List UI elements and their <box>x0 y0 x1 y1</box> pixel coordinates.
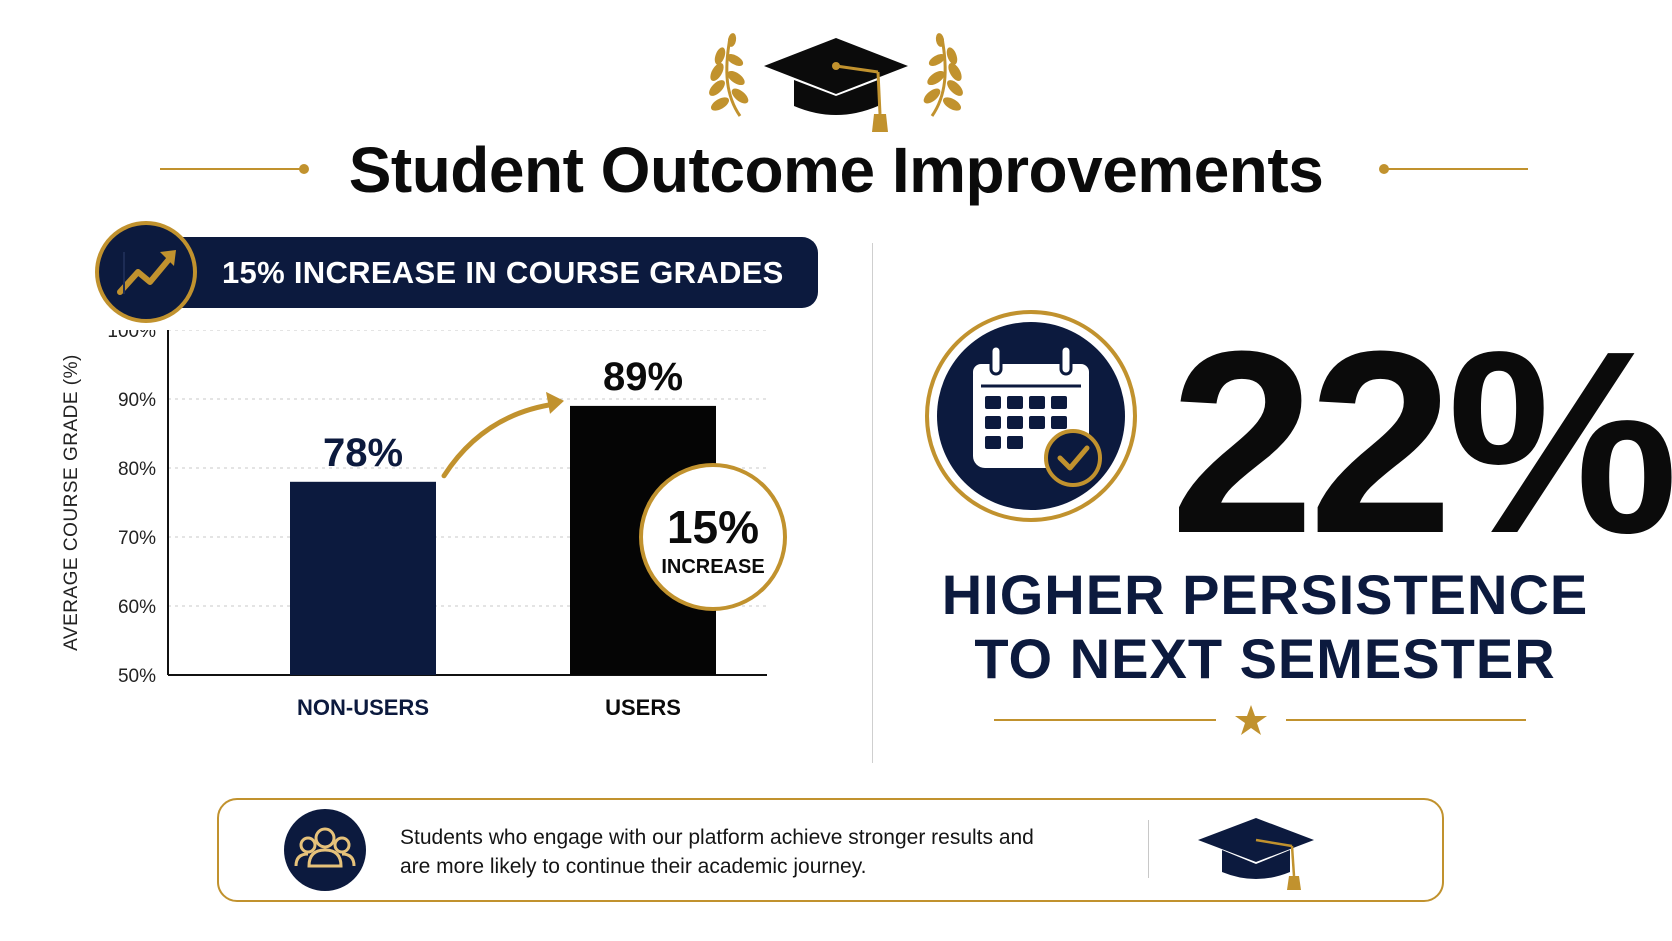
footer-panel <box>217 798 1444 902</box>
increase-badge-value: 15% <box>667 501 759 553</box>
footer-separator <box>1148 820 1149 878</box>
users-group-icon <box>294 827 356 868</box>
laurel-left-icon <box>709 33 749 117</box>
y-tick-label: 80% <box>118 459 156 480</box>
increase-badge: 15% INCREASE <box>639 463 787 611</box>
increase-arrow-curve <box>441 401 559 479</box>
increase-badge-circle <box>639 463 787 611</box>
increase-badge-text: INCREASE <box>661 556 764 578</box>
bar-data-label: 89% <box>603 355 683 399</box>
laurel-right-icon <box>923 33 963 117</box>
bar-non-users <box>290 481 436 675</box>
graduation-cap-icon <box>764 38 908 132</box>
footer-message-line1: Students who engage with our platform ac… <box>400 826 1034 849</box>
footer-users-badge <box>284 809 366 891</box>
grades-bar-chart: 50% 60% 70% 80% 90% 100% AVERAGE COURSE GRADE… <box>61 330 787 720</box>
y-tick-label: 50% <box>118 666 156 687</box>
trending-up-icon <box>117 250 176 295</box>
y-tick-label: 90% <box>118 390 156 411</box>
footer-message: Students who engage with our platform ac… <box>400 823 1140 881</box>
title-rule-left <box>160 164 309 174</box>
bar-data-label: 78% <box>323 431 403 475</box>
y-tick-label: 70% <box>118 528 156 549</box>
increase-arrow-head <box>546 391 564 414</box>
section-divider <box>872 243 873 763</box>
footer-message-line2: are more likely to continue their academ… <box>400 855 867 878</box>
banner-badge <box>95 221 197 323</box>
grades-banner <box>170 237 818 308</box>
star-icon <box>1235 705 1267 735</box>
stat-rule <box>994 705 1526 735</box>
persistence-stat-line2: TO NEXT SEMESTER <box>974 627 1556 690</box>
y-tick-label: 100% <box>107 330 156 342</box>
y-axis-label: AVERAGE COURSE GRADE (%) <box>61 354 82 651</box>
graduation-cap-icon <box>1198 818 1314 890</box>
persistence-stat-value: 22% <box>1170 298 1672 588</box>
y-axis-ticks: 50% 60% 70% 80% 90% 100% <box>107 330 156 687</box>
header-emblem <box>709 33 963 132</box>
y-tick-label: 60% <box>118 597 156 618</box>
footer-cap-badge <box>1198 818 1314 890</box>
calendar-badge <box>925 310 1137 522</box>
title-rule-right <box>1379 164 1528 174</box>
persistence-stat-line1: HIGHER PERSISTENCE <box>941 563 1589 626</box>
increase-arrow <box>441 391 564 479</box>
x-category-label: NON-USERS <box>297 695 429 720</box>
banner-text: 15% INCREASE IN COURSE GRADES <box>222 255 784 290</box>
page-title: Student Outcome Improvements <box>348 134 1324 206</box>
x-category-label: USERS <box>605 695 681 720</box>
calendar-check-icon <box>973 344 1102 487</box>
